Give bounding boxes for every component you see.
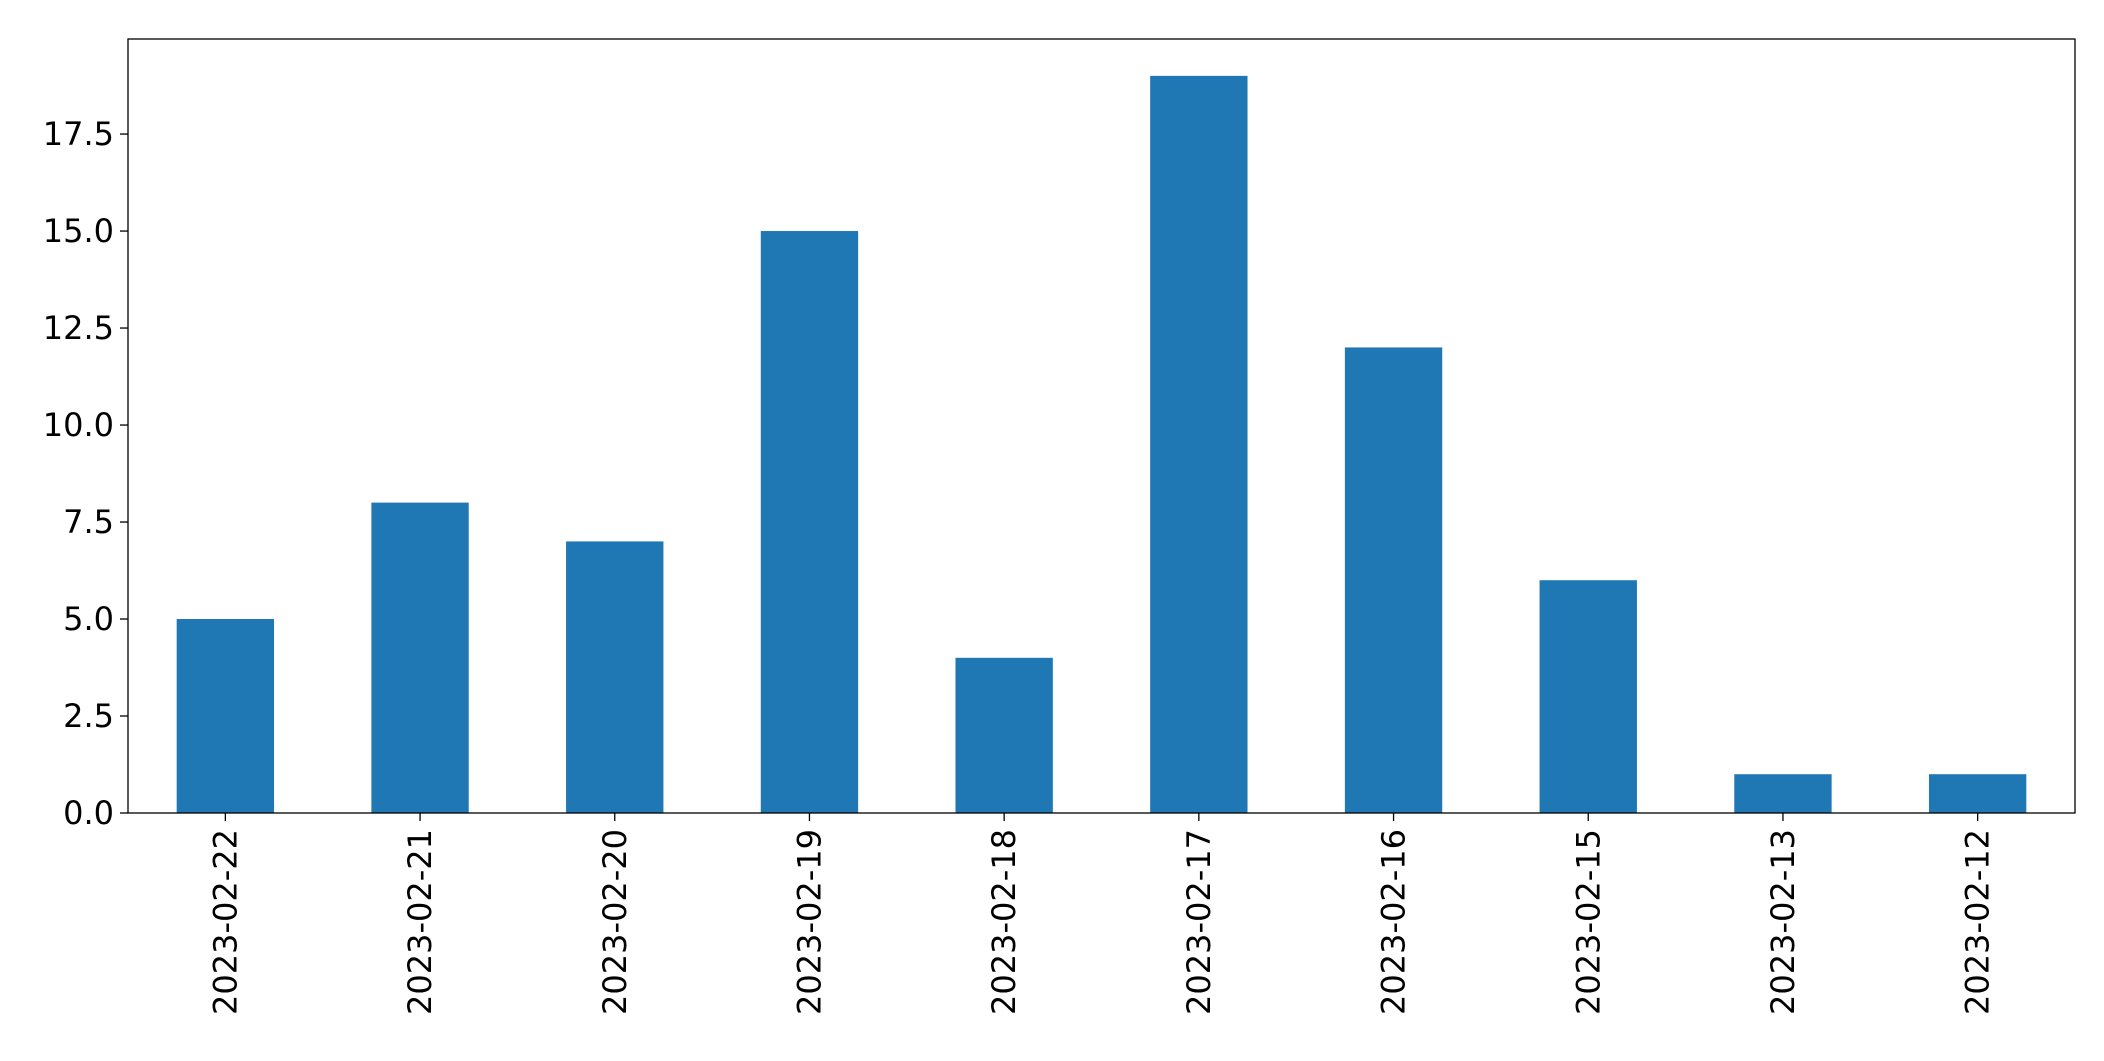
y-tick-label: 17.5	[43, 115, 114, 153]
bar	[1928, 774, 2027, 813]
bar	[760, 231, 859, 814]
bar	[371, 502, 469, 813]
y-tick-label: 7.5	[63, 503, 114, 541]
bar	[1539, 580, 1637, 813]
bar	[955, 657, 1053, 813]
x-tick-label: 2023-02-13	[1764, 829, 1802, 1015]
bar	[1150, 75, 1248, 814]
x-tick-label: 2023-02-16	[1375, 829, 1413, 1015]
x-tick-label: 2023-02-17	[1180, 829, 1218, 1015]
y-tick-label: 10.0	[43, 406, 114, 444]
x-tick-label: 2023-02-15	[1569, 829, 1607, 1015]
bar	[1344, 347, 1443, 813]
bar	[566, 541, 664, 813]
x-tick-label: 2023-02-21	[401, 829, 439, 1015]
x-tick-label: 2023-02-18	[985, 829, 1023, 1015]
plot-frame	[127, 38, 2076, 814]
y-tick-label: 2.5	[63, 697, 114, 735]
x-tick-label: 2023-02-22	[206, 829, 244, 1015]
bar	[176, 619, 275, 813]
y-tick-label: 12.5	[43, 309, 114, 347]
x-tick-label: 2023-02-20	[596, 829, 634, 1015]
y-tick-label: 15.0	[43, 212, 114, 250]
y-tick-label: 5.0	[63, 600, 114, 638]
bar	[1734, 774, 1832, 813]
x-tick-label: 2023-02-19	[790, 829, 828, 1015]
x-tick-label: 2023-02-12	[1959, 829, 1997, 1015]
y-tick-label: 0.0	[63, 794, 114, 832]
